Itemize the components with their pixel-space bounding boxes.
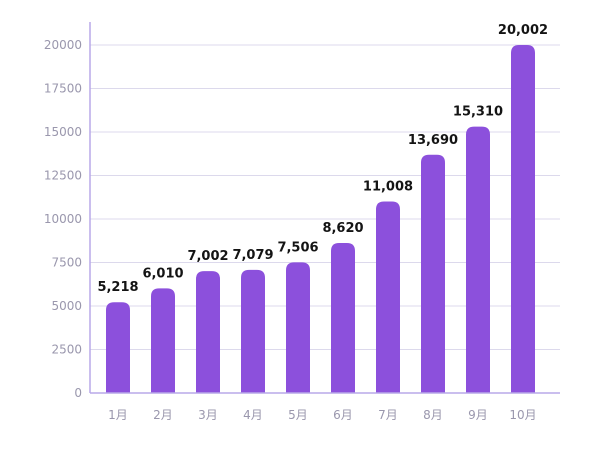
data-label: 11,008 (363, 179, 413, 194)
y-axis-tick-labels: 0 2500 5000 7500 10000 12500 15000 17500 20000 (44, 38, 82, 400)
data-label: 6,010 (142, 266, 183, 281)
y-tick-label: 0 (74, 386, 82, 400)
bar (376, 201, 400, 393)
bar (331, 243, 355, 393)
y-tick-label: 12500 (44, 169, 82, 183)
bars (106, 44, 535, 393)
x-tick-label: 10月 (509, 408, 536, 422)
data-label: 8,620 (322, 221, 363, 236)
data-label: 20,002 (498, 23, 548, 38)
bar (466, 126, 490, 393)
data-label: 7,002 (187, 249, 228, 264)
y-tick-label: 2500 (51, 343, 82, 357)
x-tick-label: 2月 (153, 408, 173, 422)
data-labels: 5,218 6,010 7,002 7,079 7,506 8,620 11,008 13,6… (97, 23, 548, 295)
x-tick-label: 9月 (468, 408, 488, 422)
x-tick-label: 3月 (198, 408, 218, 422)
x-tick-label: 6月 (333, 408, 353, 422)
y-tick-label: 17500 (44, 82, 82, 96)
x-tick-label: 8月 (423, 408, 443, 422)
y-tick-label: 15000 (44, 125, 82, 139)
bar (286, 262, 310, 393)
bar (511, 44, 535, 393)
y-tick-label: 20000 (44, 38, 82, 52)
y-tick-label: 7500 (51, 256, 82, 270)
data-label: 13,690 (408, 133, 458, 148)
data-label: 15,310 (453, 105, 503, 120)
data-label: 5,218 (97, 280, 138, 295)
x-tick-label: 7月 (378, 408, 398, 422)
data-label: 7,506 (277, 240, 318, 255)
y-tick-label: 10000 (44, 212, 82, 226)
bar (241, 269, 265, 393)
x-axis-tick-labels: 1月 2月 3月 4月 5月 6月 7月 8月 9月 10月 (108, 408, 536, 422)
data-label: 7,079 (232, 248, 273, 263)
bar (106, 302, 130, 393)
bar (151, 288, 175, 393)
x-tick-label: 5月 (288, 408, 308, 422)
x-tick-label: 4月 (243, 408, 263, 422)
bar (421, 154, 445, 393)
y-tick-label: 5000 (51, 299, 82, 313)
x-tick-label: 1月 (108, 408, 128, 422)
bar (196, 271, 220, 393)
